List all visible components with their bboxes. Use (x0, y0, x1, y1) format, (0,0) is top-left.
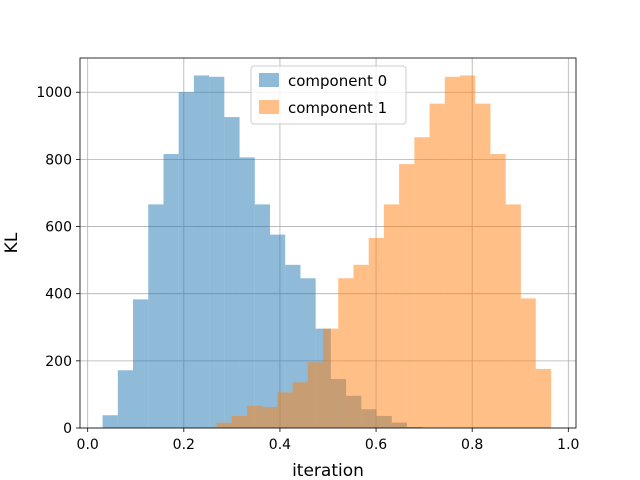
histogram-bar (338, 278, 354, 428)
histogram-bar (353, 264, 369, 428)
histogram-bar (383, 204, 400, 428)
histogram-bar (429, 103, 445, 429)
plot-frame (79, 57, 577, 429)
histogram-bar (535, 368, 552, 428)
histogram-bar (292, 382, 308, 428)
histogram-bar (117, 370, 134, 428)
histogram-bar (216, 422, 232, 428)
legend-label-component-1: component 1 (288, 99, 387, 117)
histogram-bar (520, 298, 536, 428)
x-tick-label: 0.6 (365, 437, 387, 453)
histogram-bar (323, 328, 339, 428)
histogram-bar (239, 157, 255, 428)
y-tick-label: 600 (45, 220, 72, 236)
histogram-bar (269, 234, 286, 428)
y-tick-label: 400 (45, 287, 72, 303)
histogram-bar (399, 164, 415, 428)
x-tick-label: 0.4 (269, 437, 291, 453)
legend-swatch-component-1 (259, 100, 279, 114)
histogram-bar (505, 204, 521, 428)
histogram-bar (368, 237, 384, 428)
histogram-bar (254, 204, 270, 428)
y-tick-label: 200 (45, 354, 72, 370)
histogram-bar (414, 137, 430, 429)
histogram-bar (178, 92, 194, 428)
histogram-bar (277, 392, 293, 428)
histogram-bar (475, 103, 491, 429)
histogram-bar (133, 299, 149, 428)
y-tick-label: 800 (45, 152, 72, 168)
histogram-bar (307, 362, 324, 428)
histogram-bar (246, 405, 263, 428)
y-axis-label: KL (2, 232, 22, 253)
y-axis-ticks: 0 200 400 600 800 1000 (36, 85, 80, 437)
histogram-bar (102, 415, 118, 428)
x-axis-ticks: 0.0 0.2 0.4 0.6 0.8 1.0 (77, 428, 579, 453)
histogram-bar (460, 75, 476, 428)
histogram-bar (262, 406, 278, 428)
legend-label-component-0: component 0 (288, 72, 387, 90)
y-tick-label: 1000 (36, 85, 72, 101)
x-tick-label: 0.8 (461, 437, 483, 453)
y-tick-label: 0 (63, 421, 72, 437)
histogram-bar (209, 76, 225, 428)
x-tick-label: 1.0 (557, 437, 579, 453)
legend: component 0 component 1 (250, 65, 407, 125)
histogram-bar (148, 204, 164, 428)
legend-frame (250, 65, 407, 125)
histogram-bar (490, 154, 506, 429)
x-axis-label: iteration (292, 461, 364, 480)
x-tick-label: 0.0 (77, 437, 99, 453)
histogram-bar (163, 154, 179, 429)
histogram-bar (224, 117, 240, 428)
legend-swatch-component-0 (259, 73, 279, 87)
x-tick-label: 0.2 (173, 437, 195, 453)
histogram-bars (102, 75, 552, 429)
series-1-bars (216, 75, 552, 429)
histogram-bar (444, 76, 461, 428)
histogram-bar (193, 75, 210, 428)
histogram-bar (231, 415, 247, 428)
